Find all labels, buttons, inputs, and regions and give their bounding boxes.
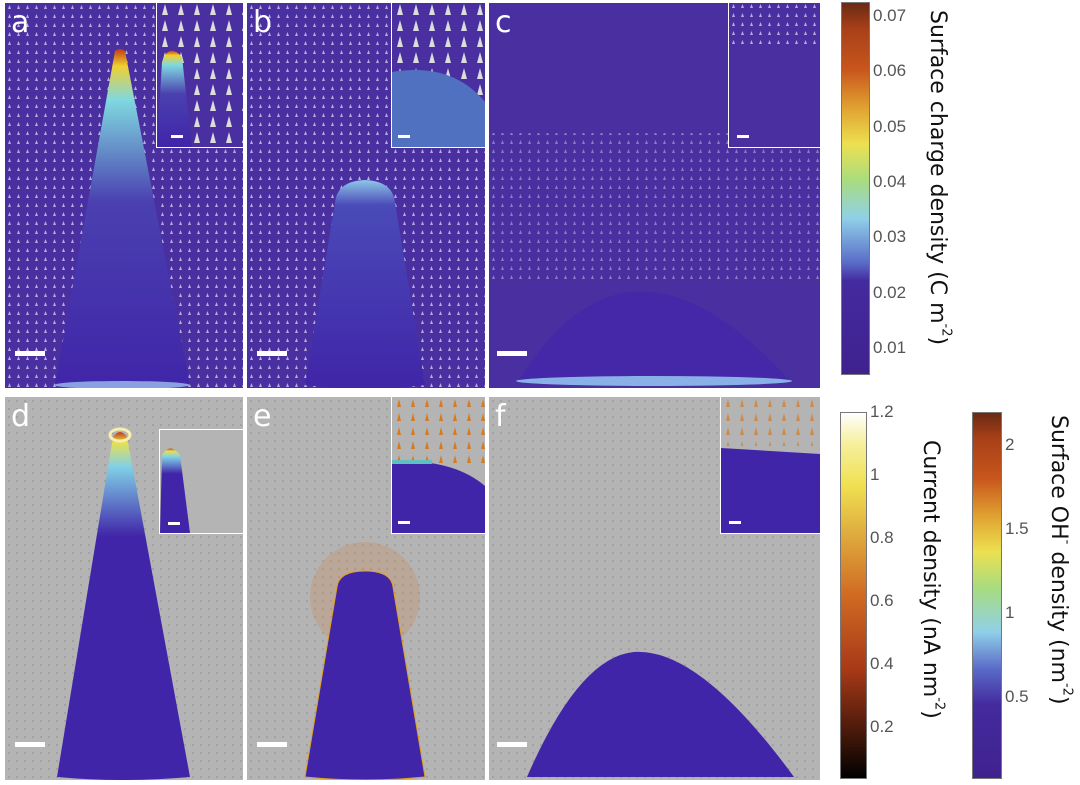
label-sup: -2 [1059,682,1075,696]
colorbar-label-surface-charge: Surface charge density (C m-2) [925,10,953,345]
label-sup: -2 [931,697,947,711]
scale-bar [15,351,45,356]
panel-c: c [489,3,820,388]
inset-a [156,3,243,148]
panel-label: e [253,399,272,434]
scale-bar [497,742,527,747]
scale-bar [257,742,287,747]
colorbar-surface-charge [841,2,870,375]
label-text: Current density (nA nm [918,440,943,698]
scale-bar [497,351,527,356]
colorbar-tick-label: 1.5 [1005,519,1029,539]
substrate [54,381,190,388]
scale-bar [257,351,287,356]
panel-label: a [11,5,30,40]
label-close: ) [1046,695,1071,705]
panel-d: d [5,397,243,780]
colorbar-tick-label: 1 [870,464,880,484]
label-text: Surface OH [1046,415,1071,540]
label-close: ) [925,336,950,346]
colorbar-tick-label: 1 [1005,602,1015,622]
label-sup: - [1059,539,1075,545]
cone-tip-shape [57,432,190,780]
label-sup: -2 [938,323,954,337]
panel-label: d [11,399,31,434]
panel-label: c [495,5,512,40]
label-close: ) [918,710,943,719]
colorbar-current-density [840,412,867,779]
dome-shape [519,291,789,380]
colorbar-label-surface-oh: Surface OH- density (nm-2) [1046,415,1074,705]
label-text: Surface charge density (C m [925,10,950,324]
panel-label: b [253,5,273,40]
colorbar-tick-label: 0.5 [1005,686,1029,706]
rounded-tip-shape [305,180,425,388]
scale-bar [15,742,45,747]
colorbar-label-current-density: Current density (nA nm-2) [918,440,946,719]
dome-shape [527,651,794,777]
inset-e [391,397,485,534]
colorbar-tick-label: 2 [1005,435,1015,455]
colorbar-tick-label: 0.04 [873,171,907,191]
colorbar-tick-label: 0.05 [873,116,907,136]
colorbar-tick-label: 1.2 [870,402,894,421]
panel-label: f [495,399,506,434]
colorbar-tick-label: 0.07 [873,5,907,25]
colorbar-tick-label: 0.2 [870,716,894,736]
colorbar-tick-label: 0.8 [870,527,894,547]
rounded-tip-shape [304,570,426,780]
inset-d [159,429,243,534]
inset-c [728,3,820,148]
colorbar-tick-label: 0.4 [870,653,894,673]
inset-b [391,3,485,148]
colorbar-tick-label: 0.6 [870,590,894,610]
colorbar-tick-label: 0.06 [873,61,907,81]
panel-f: f [489,397,820,780]
panel-e: e [247,397,485,780]
cone-tip-shape [55,49,190,388]
inset-f [720,397,820,534]
colorbar-tick-label: 0.03 [873,227,907,247]
panel-a: a [5,3,243,388]
panel-b: b [247,3,485,388]
colorbar-tick-label: 0.01 [873,338,907,358]
colorbar-surface-oh [972,412,1002,779]
colorbar-tick-label: 0.02 [873,282,907,302]
label-text-rest: density (nm [1046,544,1071,683]
